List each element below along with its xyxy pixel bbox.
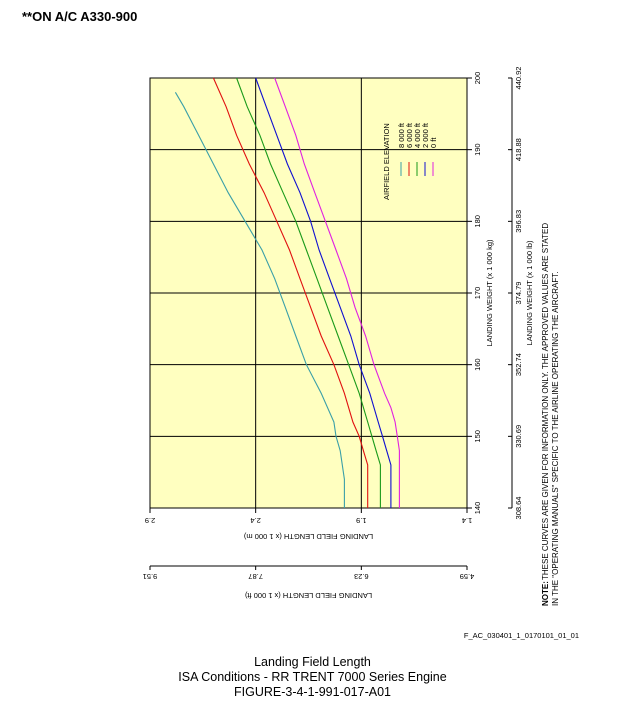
weight-kg-tick-label: 170 (473, 287, 482, 300)
curve-2000ft (255, 77, 392, 508)
length-ft-tick-label: 4.59 (460, 572, 475, 581)
length-m-axis-label: LANDING FIELD LENGTH (x 1 000 m) (243, 532, 373, 541)
length-m-tick-label: 2.9 (145, 516, 155, 525)
elevation-curves (174, 77, 400, 508)
caption-figure-number: FIGURE-3-4-1-991-017-A01 (233, 685, 391, 699)
length-ft-tick-label: 9.51 (143, 572, 158, 581)
length-ft-tick-label: 7.87 (248, 572, 263, 581)
curve-4000ft (236, 77, 381, 508)
figure-caption: Landing Field Length ISA Conditions - RR… (0, 655, 625, 700)
landing-field-length-chart: 140 150 160 170 180 190 200 LANDING WEIGHT (x 1… (143, 67, 560, 606)
curve-8000ft (174, 92, 345, 508)
legend-entry: 0 ft (429, 137, 438, 148)
note-line-2: IN THE "OPERATING MANUALS" SPECIFIC TO T… (551, 272, 560, 606)
caption-title: Landing Field Length (254, 655, 371, 669)
weight-kg-tick-label: 160 (473, 358, 482, 371)
note-title: NOTE: (541, 581, 550, 606)
weight-kg-tick-label: 140 (473, 502, 482, 515)
weight-lb-axis-label: LANDING WEIGHT (x 1 000 lb) (525, 240, 534, 345)
legend-entry: 6 000 ft (405, 122, 414, 148)
note-line-1: THESE CURVES ARE GIVEN FOR INFORMATION O… (541, 223, 550, 580)
weight-lb-tick-label: 352.74 (514, 353, 523, 376)
length-m-tick-label: 1.4 (462, 516, 472, 525)
information-note: NOTE: THESE CURVES ARE GIVEN FOR INFORMA… (541, 223, 560, 606)
length-m-tick-label: 2.4 (250, 516, 260, 525)
length-ft-tick-label: 6.23 (354, 572, 369, 581)
length-m-tick-label: 1.9 (356, 516, 366, 525)
weight-lb-tick-label: 396.83 (514, 210, 523, 233)
legend-entry: 4 000 ft (413, 122, 422, 148)
caption-conditions: ISA Conditions - RR TRENT 7000 Series En… (178, 670, 447, 684)
length-ft-axis-label: LANDING FIELD LENGTH (x 1 000 ft) (244, 591, 372, 600)
weight-kg-tick-label: 190 (473, 143, 482, 156)
legend-title: AIRFIELD ELEVATION (382, 123, 391, 200)
axes: 140 150 160 170 180 190 200 LANDING WEIGHT (x 1… (143, 67, 534, 600)
weight-lb-tick-label: 374.79 (514, 282, 523, 305)
legend: AIRFIELD ELEVATION 8 000 ft 6 000 ft 4 000 … (382, 122, 438, 200)
aircraft-applicability-note: **ON A/C A330-900 (22, 9, 138, 24)
curve-6000ft (212, 77, 369, 508)
legend-entry: 8 000 ft (397, 122, 406, 148)
weight-lb-tick-label: 440.92 (514, 67, 523, 90)
weight-kg-axis-label: LANDING WEIGHT (x 1 000 kg) (485, 239, 494, 346)
figure-reference-id: F_AC_030401_1_0170101_01_01 (463, 631, 579, 640)
legend-entry: 2 000 ft (421, 122, 430, 148)
weight-kg-tick-label: 150 (473, 430, 482, 443)
weight-kg-tick-label: 180 (473, 215, 482, 228)
weight-lb-tick-label: 418.88 (514, 138, 523, 161)
weight-kg-tick-label: 200 (473, 72, 482, 85)
weight-lb-tick-label: 330.69 (514, 425, 523, 448)
weight-lb-tick-label: 308.64 (514, 497, 523, 520)
curve-0ft (274, 77, 400, 508)
